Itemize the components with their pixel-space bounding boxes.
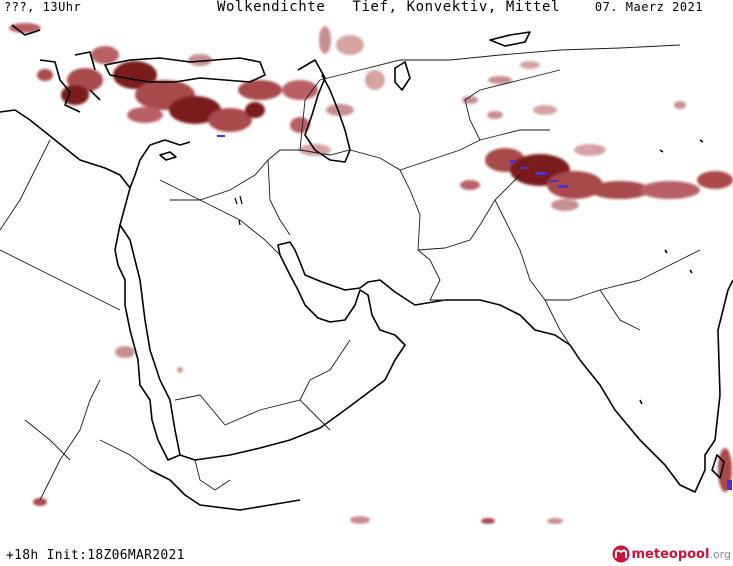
coastline-islands [639, 139, 704, 405]
brand-name: meteopool [631, 546, 710, 562]
island-marks [234, 195, 243, 226]
coastline-sri-lanka [711, 454, 725, 479]
cloud-area-central-asia [462, 61, 686, 119]
weather-map [0, 18, 733, 525]
coastline-arabia [0, 109, 733, 493]
coastline-lake-balkhash [489, 31, 531, 47]
run-info: +18h Init:18Z06MAR2021 [6, 548, 185, 563]
coastline-layer [0, 24, 733, 511]
cloud-core-mark [550, 180, 558, 182]
brand-tld: .org [709, 547, 731, 561]
cloud-area-himalaya [460, 144, 733, 211]
cloud-area-turkey [9, 23, 318, 132]
cloud-core-mark [535, 172, 547, 175]
coastline-red-sea-west [114, 224, 181, 461]
coastline-aral-sea [394, 61, 411, 91]
border-layer [0, 44, 701, 501]
cloud-core-mark [558, 185, 568, 188]
cloud-field-layer [9, 23, 733, 524]
island-mark [234, 195, 243, 226]
meteopool-logo[interactable]: meteopool .org [612, 545, 731, 563]
meteopool-logo-icon [612, 545, 629, 563]
cloud-core-mark [217, 135, 225, 137]
coastline-horn-of-africa [149, 469, 301, 511]
cloud-area-scattered-south [33, 346, 732, 524]
cloud-core-mark [510, 160, 516, 163]
date-label: 07. Maerz 2021 [594, 0, 703, 14]
cloud-core-mark [727, 480, 732, 490]
coastline-cyprus [159, 151, 177, 161]
location-label: ???, 13Uhr [4, 0, 82, 14]
border-lines [0, 44, 701, 501]
coastline-levant [129, 139, 191, 189]
coastline-aegean [11, 24, 101, 113]
map-title: Wolkendichte Tief, Konvektiv, Mittel [217, 0, 561, 15]
cloud-core-mark [520, 167, 528, 169]
coastline-black-sea [104, 57, 266, 83]
coastline-caspian-sea [297, 59, 351, 163]
cloud-core-layer [217, 135, 732, 490]
